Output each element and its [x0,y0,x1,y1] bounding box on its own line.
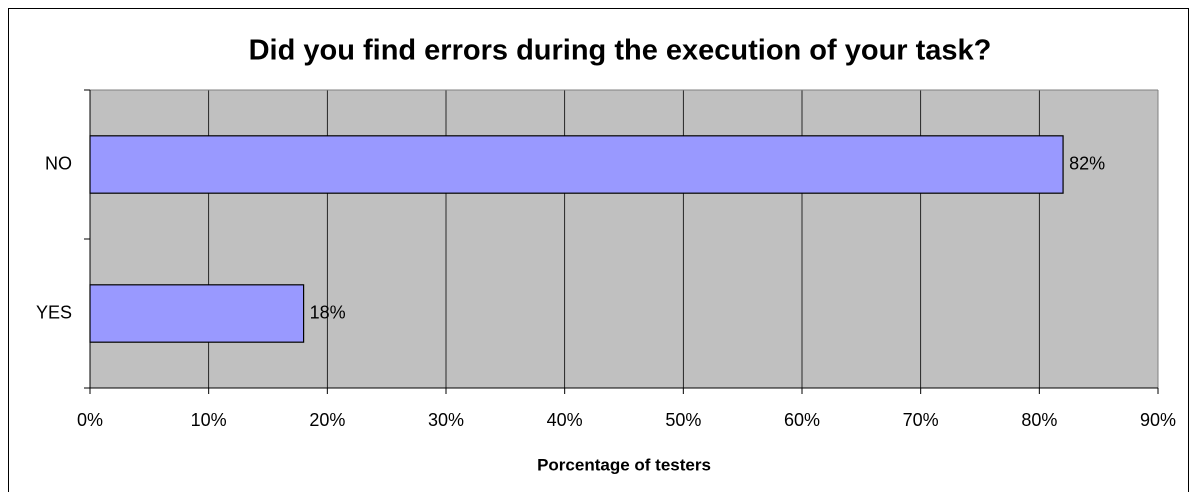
x-tick-label: 90% [1140,410,1176,430]
x-tick-label: 0% [77,410,103,430]
x-tick-label: 30% [428,410,464,430]
x-tick-label: 40% [547,410,583,430]
x-tick-label: 60% [784,410,820,430]
x-axis-title: Porcentage of testers [537,455,711,474]
x-tick-label: 70% [903,410,939,430]
bar [89,284,305,343]
x-tick-label: 10% [191,410,227,430]
x-tick-label: 50% [665,410,701,430]
data-label: 82% [1069,153,1105,173]
data-label: 18% [310,302,346,322]
plot-area [90,90,1158,388]
y-tick-label: YES [36,302,72,322]
x-tick-label: 20% [309,410,345,430]
x-tick-label: 80% [1021,410,1057,430]
chart-title: Did you find errors during the execution… [249,35,992,67]
y-tick-label: NO [45,153,72,173]
bar [89,135,1064,194]
